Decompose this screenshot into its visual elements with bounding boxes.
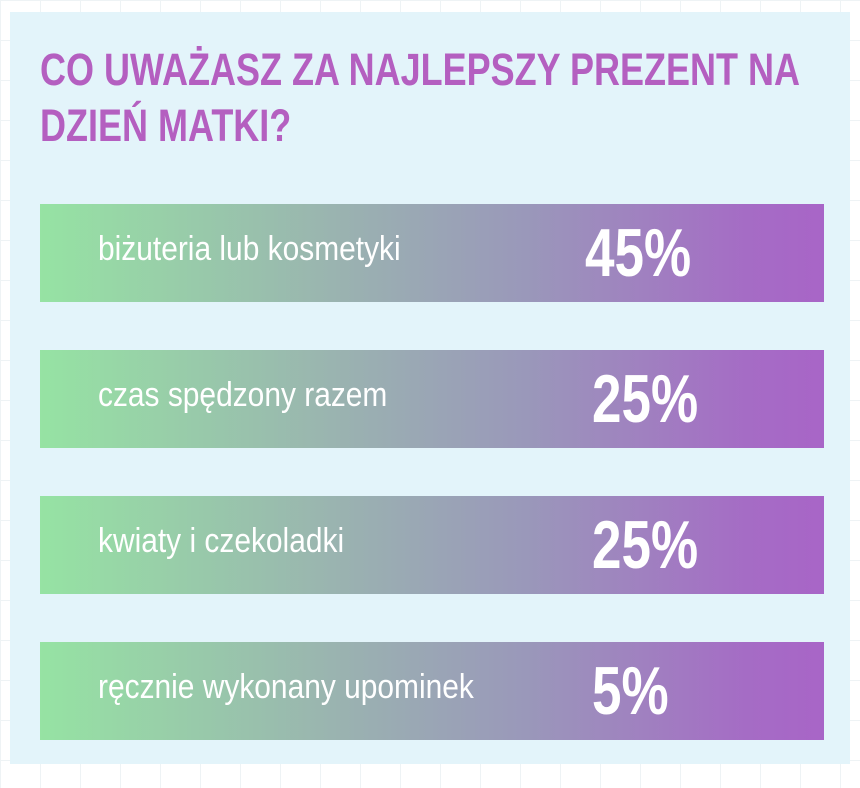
bar-value-label: 45%: [585, 215, 692, 291]
bar-value-label: 25%: [592, 507, 699, 583]
bar-category-label: ręcznie wykonany upominek: [98, 668, 474, 706]
bar-category-label: biżuteria lub kosmetyki: [98, 230, 401, 268]
bar-value-label: 25%: [592, 361, 699, 437]
bar-list: biżuteria lub kosmetyki 45% czas spędzony …: [40, 204, 824, 788]
bar-category-label: kwiaty i czekoladki: [98, 522, 345, 560]
bar-row: ręcznie wykonany upominek 5%: [40, 642, 824, 740]
chart-title: CO UWAŻASZ ZA NAJLEPSZY PREZENT NA DZIEŃ…: [40, 44, 799, 151]
bar-category-label: czas spędzony razem: [98, 376, 388, 414]
bar-value-label: 5%: [592, 653, 669, 729]
bar-row: czas spędzony razem 25%: [40, 350, 824, 448]
bar-row: kwiaty i czekoladki 25%: [40, 496, 824, 594]
bar-row: biżuteria lub kosmetyki 45%: [40, 204, 824, 302]
